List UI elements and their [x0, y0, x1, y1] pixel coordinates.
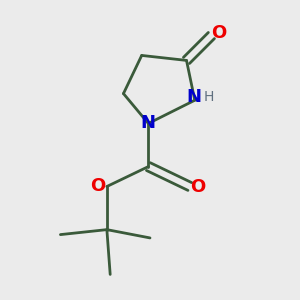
- Text: N: N: [187, 88, 202, 106]
- Text: O: O: [211, 24, 226, 42]
- Text: H: H: [203, 90, 214, 104]
- Text: O: O: [90, 177, 105, 195]
- Text: O: O: [190, 178, 206, 196]
- Text: N: N: [141, 115, 156, 133]
